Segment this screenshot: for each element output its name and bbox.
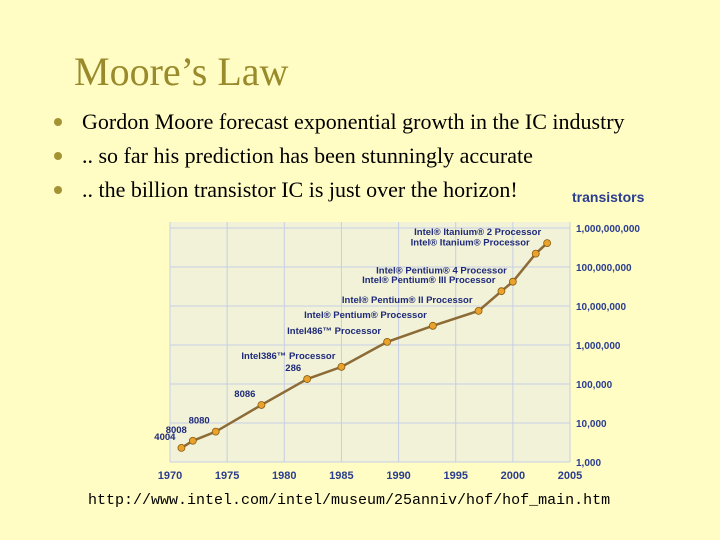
bullet-item: .. the billion transistor IC is just ove…: [54, 176, 625, 210]
data-label: Intel® Pentium® 4 Processor: [376, 266, 507, 277]
data-label: Intel® Pentium® III Processor: [362, 275, 496, 286]
data-point: [383, 338, 392, 346]
y-axis-title: transistors: [572, 189, 645, 205]
x-tick-label: 1995: [443, 470, 467, 482]
data-label: Intel® Pentium® Processor: [304, 310, 427, 321]
x-tick-label: 2000: [501, 470, 525, 482]
data-label: Intel® Itanium® Processor: [411, 238, 530, 249]
data-label: 8008: [166, 425, 187, 436]
y-tick-label: 100,000: [576, 380, 613, 391]
data-label: Intel486™ Processor: [287, 326, 381, 337]
x-tick-label: 1980: [272, 470, 296, 482]
x-tick-label: 1990: [386, 470, 410, 482]
y-tick-label: 1,000: [576, 458, 601, 469]
bullet-icon: [54, 186, 62, 194]
moores-law-chart: transistors 1,000 10,000 100,000 1,000,000 10…: [130, 186, 670, 486]
source-url[interactable]: http://www.intel.com/intel/museum/25anni…: [88, 492, 611, 509]
data-point: [211, 427, 220, 436]
data-label: Intel386™ Processor: [241, 351, 335, 362]
data-point: [303, 375, 312, 383]
data-point: [543, 239, 552, 248]
y-tick-label: 100,000,000: [576, 263, 632, 274]
plot-area: [170, 222, 570, 462]
x-tick-label: 1985: [329, 470, 353, 482]
data-point: [337, 362, 346, 371]
chart-svg: transistors 1,000 10,000 100,000 1,000,000 10…: [154, 189, 645, 482]
data-point: [531, 249, 540, 258]
data-label: Intel® Pentium® II Processor: [342, 295, 473, 306]
y-tick-label: 1,000,000,000: [576, 224, 640, 235]
x-tick-label: 2005: [558, 470, 582, 482]
bullet-item: .. so far his prediction has been stunni…: [54, 142, 625, 176]
bullet-text: .. so far his prediction has been stunni…: [82, 143, 533, 168]
data-label: 4004: [154, 432, 176, 443]
data-point: [474, 306, 483, 315]
data-point: [188, 436, 197, 445]
data-label: 8080: [189, 416, 210, 427]
data-label: 286: [285, 363, 301, 374]
bullet-text: Gordon Moore forecast exponential growth…: [82, 109, 625, 134]
data-label: Intel® Itanium® 2 Processor: [414, 227, 541, 238]
y-tick-label: 1,000,000: [576, 341, 621, 352]
bullet-text: .. the billion transistor IC is just ove…: [82, 177, 518, 202]
data-label: 8086: [234, 389, 255, 400]
bullet-icon: [54, 152, 62, 160]
data-point: [508, 277, 517, 286]
data-point: [428, 321, 437, 330]
slide-title: Moore’s Law: [74, 49, 289, 94]
data-point: [497, 287, 506, 296]
x-tick-label: 1970: [158, 470, 182, 482]
data-point: [257, 401, 266, 409]
bullet-list: Gordon Moore forecast exponential growth…: [54, 108, 625, 210]
y-tick-label: 10,000,000: [576, 302, 626, 313]
bullet-item: Gordon Moore forecast exponential growth…: [54, 108, 625, 142]
x-tick-label: 1975: [215, 470, 239, 482]
y-tick-label: 10,000: [576, 419, 607, 430]
data-point: [177, 443, 186, 452]
bullet-icon: [54, 118, 62, 126]
